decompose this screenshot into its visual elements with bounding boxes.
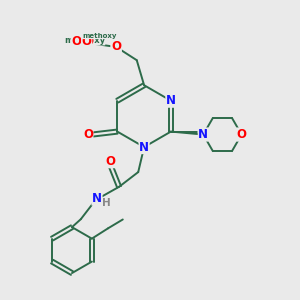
Text: N: N [92, 192, 102, 205]
Text: H: H [102, 198, 111, 208]
Text: O: O [111, 39, 121, 52]
Text: O: O [71, 34, 81, 48]
Text: N: N [198, 128, 208, 141]
Text: O: O [83, 34, 93, 48]
Text: O: O [82, 35, 92, 48]
Text: N: N [166, 94, 176, 107]
Text: methoxy: methoxy [64, 36, 105, 45]
Text: O: O [111, 40, 121, 53]
Text: O: O [83, 128, 93, 141]
Text: O: O [237, 128, 247, 141]
Text: N: N [139, 141, 149, 154]
Text: O: O [105, 155, 115, 168]
Text: methoxy: methoxy [83, 33, 117, 39]
